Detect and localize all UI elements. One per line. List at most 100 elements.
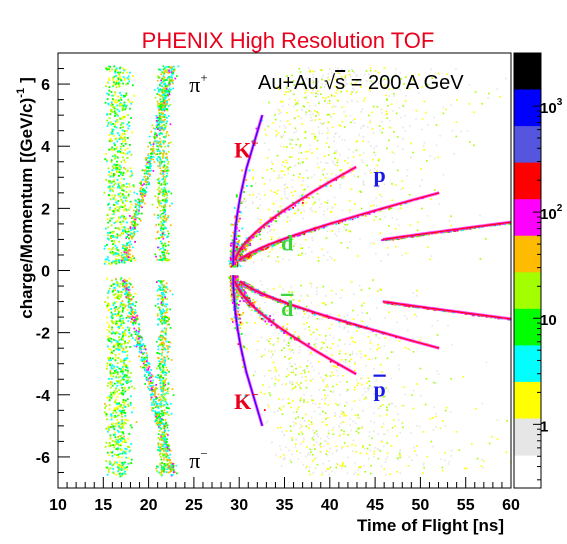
density-point	[395, 245, 397, 248]
density-point	[235, 265, 237, 267]
density-point	[339, 154, 341, 156]
density-point	[455, 135, 457, 138]
density-point	[119, 460, 121, 463]
density-point	[133, 213, 136, 216]
density-point	[287, 169, 289, 171]
density-point	[398, 85, 401, 88]
density-point	[373, 453, 375, 455]
density-point	[311, 423, 313, 425]
density-point	[265, 323, 268, 325]
density-point	[129, 190, 132, 193]
density-point	[106, 92, 108, 95]
density-point	[106, 396, 109, 399]
density-point	[320, 161, 322, 163]
density-point	[111, 332, 113, 335]
density-point	[301, 417, 304, 419]
density-point	[383, 468, 385, 470]
density-point	[108, 148, 110, 151]
density-point	[111, 68, 113, 71]
density-point	[107, 231, 109, 234]
density-point	[285, 430, 288, 432]
density-point	[111, 328, 113, 331]
density-point	[373, 412, 375, 414]
density-point	[367, 125, 369, 128]
density-point	[118, 167, 121, 170]
density-point	[321, 318, 323, 320]
density-point	[293, 117, 295, 120]
density-point	[282, 170, 284, 173]
density-point	[111, 251, 114, 253]
density-point	[133, 185, 135, 188]
density-point	[379, 288, 381, 290]
density-point	[317, 435, 319, 438]
density-point	[107, 303, 110, 306]
density-point	[284, 131, 286, 133]
density-point	[445, 108, 447, 111]
density-point	[441, 469, 444, 472]
density-point	[232, 321, 234, 323]
density-point	[297, 383, 299, 385]
density-point	[116, 384, 119, 387]
density-point	[121, 174, 124, 177]
density-point	[334, 85, 337, 88]
density-point	[237, 304, 240, 306]
density-point	[336, 77, 338, 80]
density-point	[413, 446, 415, 449]
density-point	[121, 331, 124, 333]
density-point	[275, 454, 277, 456]
density-point	[293, 132, 296, 134]
density-point	[399, 456, 401, 459]
density-point	[119, 96, 122, 99]
density-point	[117, 291, 120, 293]
density-point	[340, 410, 343, 412]
density-point	[114, 387, 117, 390]
density-point	[125, 249, 128, 252]
density-point	[353, 175, 355, 177]
density-point	[326, 102, 329, 105]
density-point	[108, 330, 111, 333]
density-point	[426, 455, 429, 458]
density-point	[450, 449, 453, 452]
density-point	[329, 375, 332, 377]
density-point	[293, 333, 296, 336]
density-point	[124, 412, 127, 414]
density-point	[351, 87, 354, 90]
density-point	[367, 377, 369, 379]
density-point	[257, 287, 260, 290]
density-point	[269, 394, 271, 397]
density-point	[300, 372, 303, 375]
density-point	[122, 335, 124, 337]
density-point	[246, 185, 248, 187]
density-point	[110, 308, 112, 310]
density-point	[106, 321, 109, 324]
density-point	[127, 195, 130, 197]
density-point	[423, 100, 426, 103]
density-point	[116, 156, 119, 159]
density-point	[115, 221, 117, 223]
density-point	[311, 152, 313, 154]
density-point	[412, 351, 415, 353]
density-point	[115, 461, 118, 464]
density-point	[309, 148, 311, 151]
density-point	[402, 104, 404, 107]
density-point	[131, 101, 134, 103]
density-point	[282, 134, 285, 136]
density-point	[114, 356, 117, 359]
density-point	[357, 175, 359, 178]
density-point	[379, 363, 382, 366]
density-point	[287, 345, 290, 347]
density-point	[374, 447, 376, 449]
density-point	[235, 246, 238, 248]
density-point	[311, 399, 313, 401]
density-point	[270, 168, 273, 170]
density-point	[384, 337, 387, 339]
density-point	[105, 414, 108, 417]
density-point	[105, 460, 108, 462]
density-point	[122, 173, 124, 175]
density-point	[107, 445, 110, 447]
density-point	[386, 117, 388, 119]
density-point	[118, 110, 121, 113]
density-point	[307, 314, 310, 317]
density-point	[113, 367, 116, 370]
density-point	[396, 321, 398, 324]
